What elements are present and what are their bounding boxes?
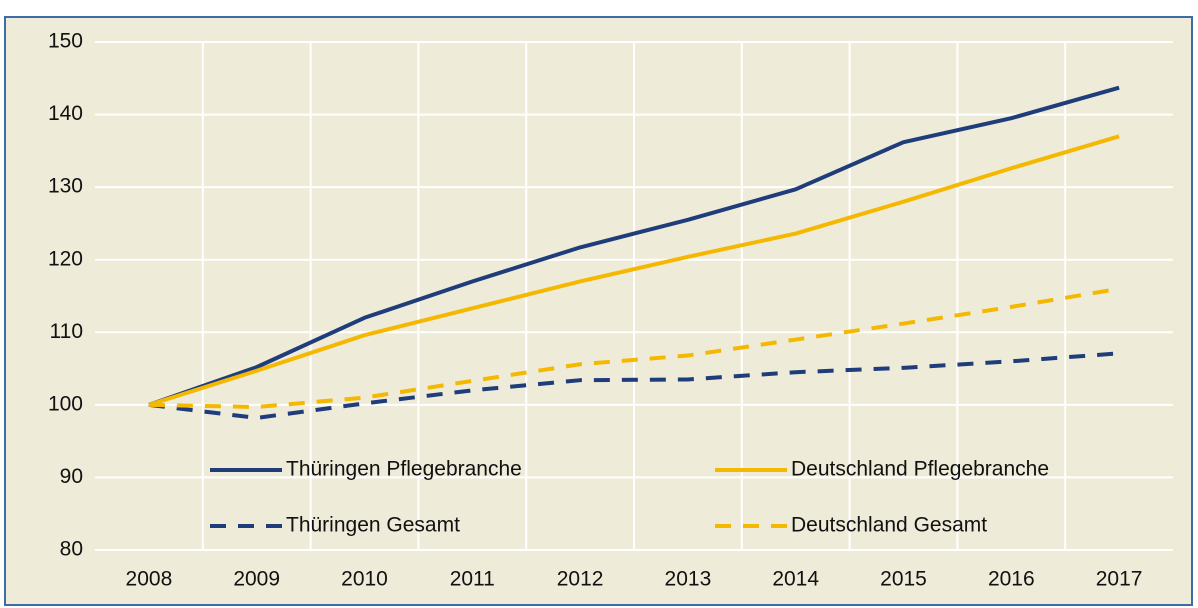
y-tick-label: 140 [48, 102, 83, 125]
legend-label: Deutschland Gesamt [791, 514, 987, 537]
x-tick-label: 2010 [341, 568, 388, 591]
x-tick-label: 2011 [450, 568, 495, 591]
x-tick-label: 2014 [772, 568, 819, 591]
x-tick-label: 2009 [233, 568, 280, 591]
chart-frame [4, 16, 1193, 606]
y-tick-label: 130 [48, 175, 83, 198]
x-tick-label: 2017 [1096, 568, 1143, 591]
series-line [148, 286, 1120, 410]
series-line [148, 134, 1120, 407]
x-tick-label: 2012 [557, 568, 604, 591]
x-tick-label: 2008 [126, 568, 173, 591]
y-tick-label: 150 [48, 30, 83, 53]
x-tick-label: 2013 [665, 568, 712, 591]
legend-label: Thüringen Pflegebranche [286, 458, 522, 481]
y-tick-label: 110 [50, 320, 83, 343]
series-line [148, 85, 1120, 407]
y-tick-label: 80 [60, 538, 83, 561]
y-tick-label: 90 [60, 465, 83, 488]
y-tick-label: 120 [48, 247, 83, 270]
legend-label: Thüringen Gesamt [286, 514, 460, 537]
y-tick-label: 100 [48, 392, 83, 415]
series-line [148, 351, 1120, 420]
legend-label: Deutschland Pflegebranche [791, 458, 1049, 481]
x-tick-label: 2016 [988, 568, 1035, 591]
x-tick-label: 2015 [880, 568, 927, 591]
